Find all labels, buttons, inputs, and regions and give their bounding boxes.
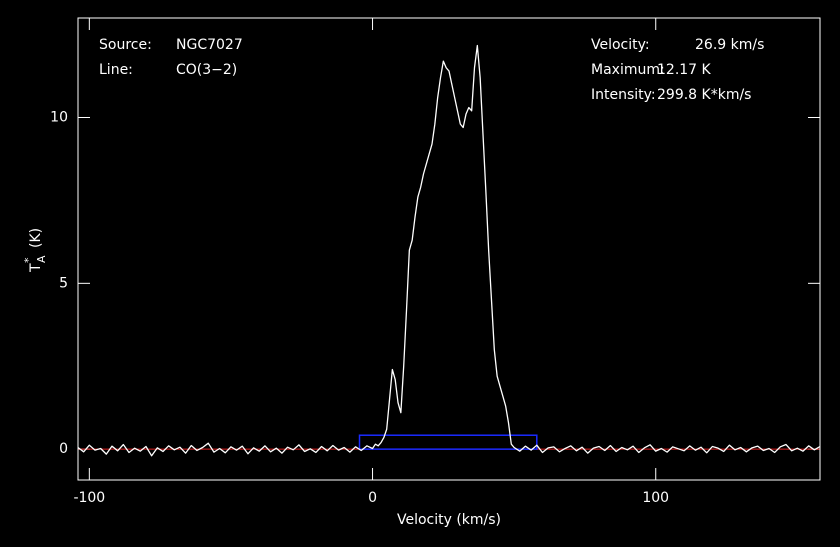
y-tick-label: 10 <box>50 109 68 125</box>
baseline-window <box>358 434 538 450</box>
x-tick-label: -100 <box>73 490 105 506</box>
velocity: 26.9 km/s <box>695 37 764 53</box>
velocity-label: Velocity: <box>591 37 650 53</box>
y-label-sub: A <box>35 255 48 263</box>
source: NGC7027 <box>176 37 243 53</box>
x-tick-label: 0 <box>368 490 377 506</box>
maximum: 12.17 K <box>657 62 712 78</box>
x-tick-label: 100 <box>642 490 669 506</box>
y-label-sup: * <box>22 257 35 263</box>
intensity-label: Intensity: <box>591 87 656 103</box>
y-axis-label: T * A (K) <box>22 228 48 273</box>
line: CO(3−2) <box>176 62 237 78</box>
line-label: Line: <box>99 62 133 78</box>
y-tick-label: 0 <box>59 441 68 457</box>
maximum-label: Maximum: <box>591 62 665 78</box>
y-tick-label: 5 <box>59 275 68 291</box>
y-label-unit: (K) <box>28 228 44 248</box>
plot-frame <box>77 17 821 481</box>
y-label-main: T <box>28 263 44 273</box>
spectrum-line <box>77 44 821 457</box>
x-axis-label: Velocity (km/s) <box>397 512 501 528</box>
source-label: Source: <box>99 37 152 53</box>
intensity: 299.8 K*km/s <box>657 87 751 103</box>
